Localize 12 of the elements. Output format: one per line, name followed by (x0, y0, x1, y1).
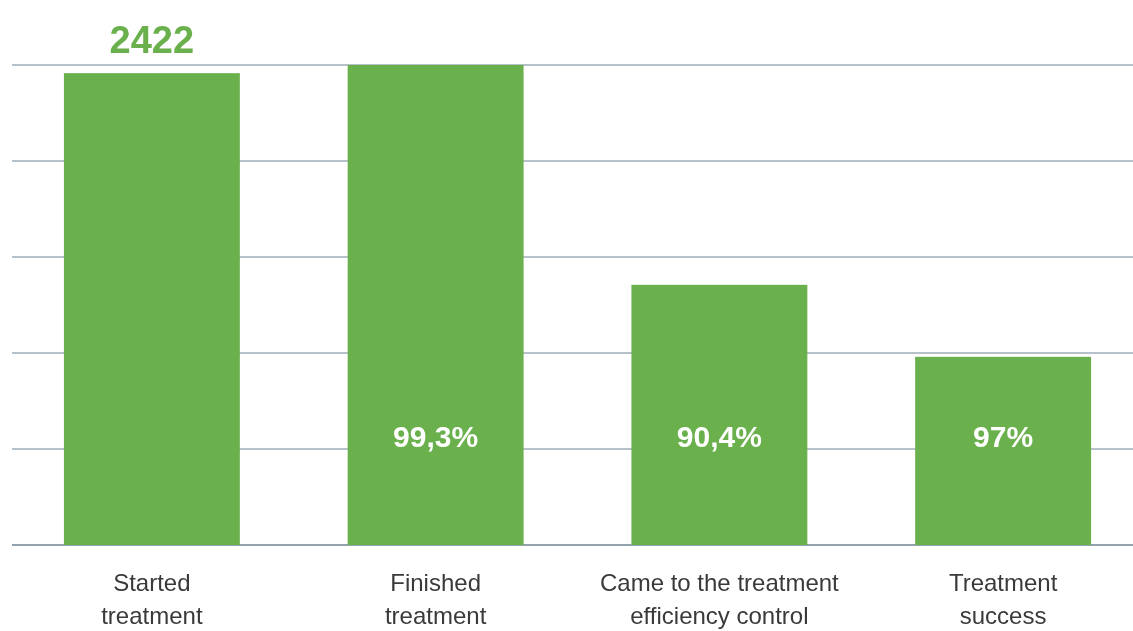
bar (631, 284, 808, 545)
x-tick-label: Started treatment (101, 569, 203, 629)
bar (347, 65, 524, 545)
annotation: 2422 (109, 19, 195, 62)
annotation: 99,3% (393, 420, 479, 453)
bar (63, 73, 240, 545)
x-tick-label: Came to the treatment efficiency control (599, 569, 840, 629)
x-tick-label: Finished treatment (384, 569, 487, 629)
x-tick-label: Treatment success (948, 569, 1058, 629)
annotation: 90,4% (676, 420, 762, 453)
bar (915, 356, 1092, 545)
annotation: 97% (973, 420, 1034, 453)
